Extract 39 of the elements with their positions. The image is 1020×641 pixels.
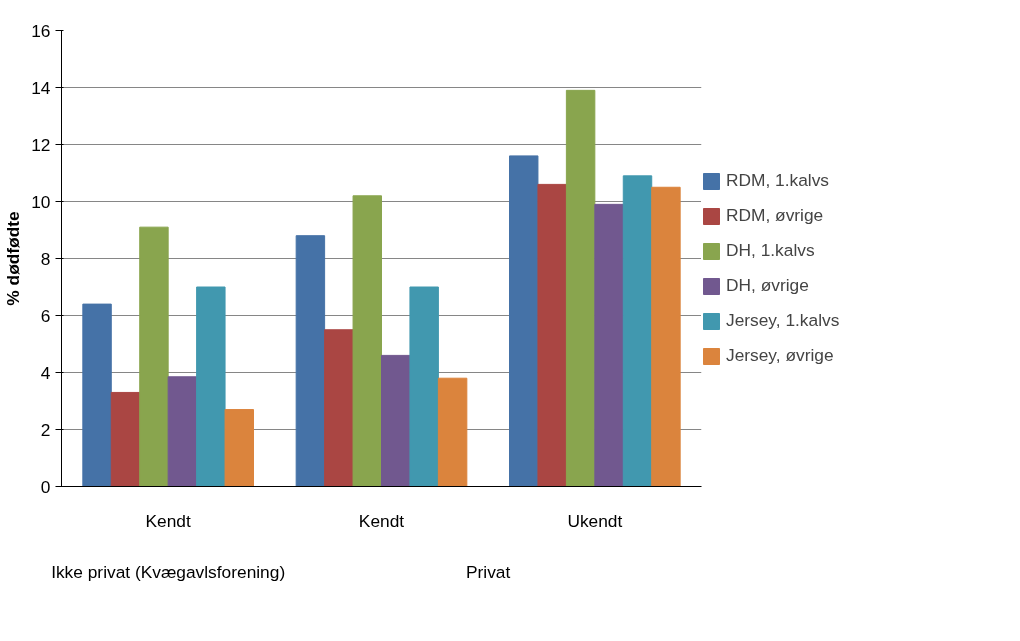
bar bbox=[409, 286, 439, 487]
legend-label: DH, øvrige bbox=[726, 275, 809, 296]
y-tick-label: 4 bbox=[40, 362, 51, 383]
bar bbox=[594, 203, 624, 487]
y-tick-label: 14 bbox=[31, 77, 51, 98]
bar bbox=[167, 376, 198, 487]
bar bbox=[324, 329, 354, 487]
text: Ikke privat (Kvægavlsforening) bbox=[51, 561, 286, 582]
y-tick-label: 12 bbox=[31, 134, 51, 155]
bar bbox=[139, 226, 169, 487]
y-tick-label: 16 bbox=[31, 20, 51, 41]
legend-label: RDM, øvrige bbox=[726, 205, 824, 226]
x-tick-label: Kendt bbox=[358, 510, 405, 531]
y-tick-label: 0 bbox=[40, 476, 51, 497]
bar bbox=[295, 235, 326, 487]
bar bbox=[437, 377, 468, 487]
y-axis-title: % dødfødte bbox=[3, 210, 24, 306]
x-tick-label: Kendt bbox=[145, 510, 191, 531]
text: Privat bbox=[466, 561, 511, 582]
y-tick-label: 10 bbox=[31, 191, 51, 212]
y-tick-label: 8 bbox=[40, 248, 51, 269]
bar bbox=[537, 183, 567, 487]
bar bbox=[651, 186, 681, 487]
bar bbox=[622, 175, 653, 487]
legend-label: DH, 1.kalvs bbox=[726, 240, 815, 261]
bar bbox=[110, 391, 141, 487]
bar bbox=[565, 89, 596, 487]
legend-label: Jersey, 1.kalvs bbox=[726, 310, 840, 331]
bar bbox=[82, 303, 112, 487]
legend-label: RDM, 1.kalvs bbox=[726, 170, 830, 191]
x-tick-label: Ukendt bbox=[567, 510, 623, 531]
y-tick-label: 2 bbox=[40, 419, 51, 440]
legend-label: Jersey, øvrige bbox=[726, 345, 834, 366]
y-tick-label: 6 bbox=[40, 305, 51, 326]
bar bbox=[381, 354, 411, 487]
bar bbox=[196, 286, 226, 487]
bar bbox=[509, 155, 539, 487]
bar bbox=[352, 195, 382, 487]
bar bbox=[224, 409, 254, 487]
